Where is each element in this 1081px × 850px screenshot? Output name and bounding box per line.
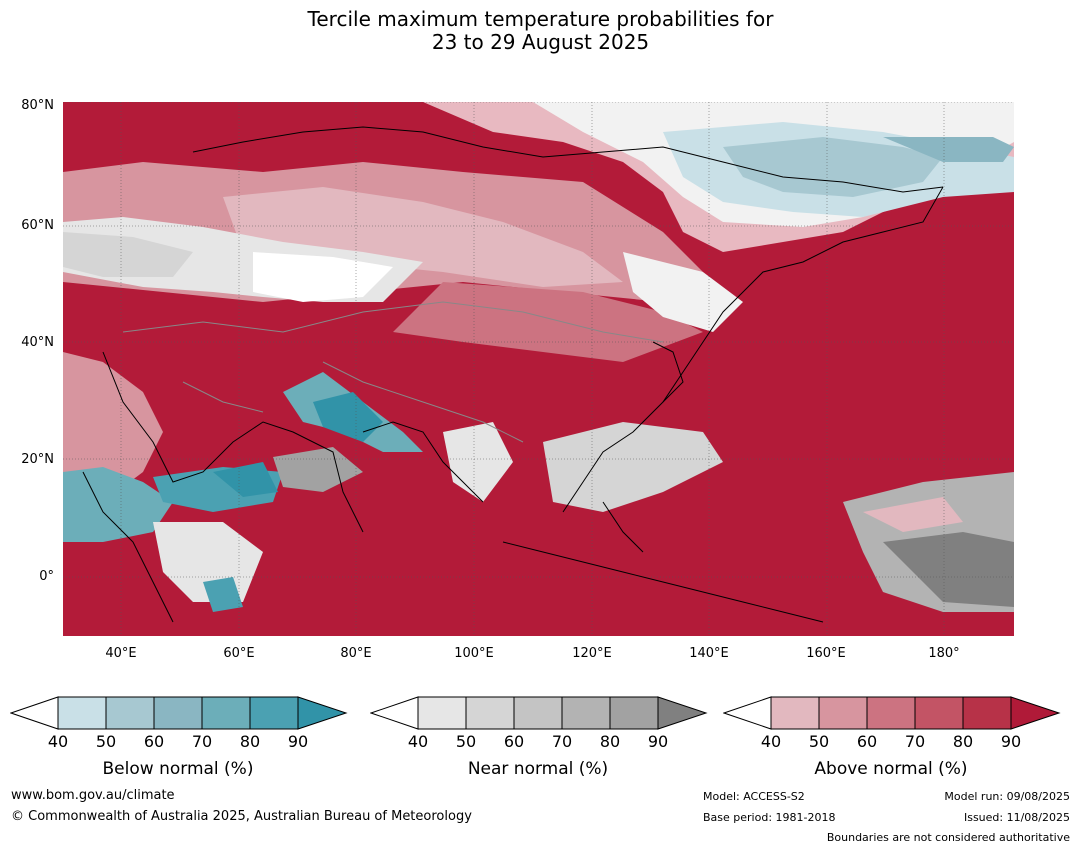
lat-label-60n: 60°N [21,218,54,233]
colorbar-above-swatch-2 [818,696,868,730]
lon-label-140e: 140°E [689,646,729,661]
graticule [63,101,1014,636]
region-below-horn-africa [63,467,173,542]
lon-label-120e: 120°E [572,646,612,661]
tick: 80 [952,732,974,751]
lon-label-180: 180° [928,646,960,661]
colorbar-below-title: Below normal (%) [102,759,254,779]
colorbar-below-swatch-3 [153,696,203,730]
website-link[interactable]: www.bom.gov.au/climate [11,788,175,803]
lon-label-160e: 160°E [806,646,846,661]
colorbar-below-min-arrow [10,696,59,730]
lon-label-60e: 60°E [223,646,255,661]
title-line-2: 23 to 29 August 2025 [431,30,650,54]
colorbar-near-min-arrow [370,696,419,730]
colorbar-near-swatch-5 [609,696,659,730]
region-near-caspian [63,232,193,277]
region-light-above-pacific [863,497,963,532]
colorbar-above-title: Above normal (%) [814,759,968,779]
colorbar-above-max-arrow [1010,696,1061,730]
title-line-1: Tercile maximum temperature probabilitie… [307,7,774,31]
colorbar-above-swatch-1 [770,696,820,730]
tick: 50 [95,732,117,751]
colorbar-near-max-arrow [657,696,708,730]
region-below-india-core [313,392,383,442]
tick: 70 [191,732,213,751]
probability-map [63,101,1014,636]
borders [122,301,664,443]
tick: 50 [808,732,830,751]
colorbar-below-swatch-4 [201,696,251,730]
colorbar-near-swatch-1 [417,696,467,730]
model-run-date: Model run: 09/08/2025 [944,790,1070,803]
tick: 40 [760,732,782,751]
copyright: © Commonwealth of Australia 2025, Austra… [11,809,472,824]
colorbar-below-swatch-5 [249,696,299,730]
colorbar-above [723,696,1061,730]
colorbar-above-swatch-4 [914,696,964,730]
tick: 50 [455,732,477,751]
colorbar-above-swatch-5 [962,696,1012,730]
colorbar-below-swatch-2 [105,696,155,730]
region-below-indian-ocean [203,577,243,612]
tick: 70 [904,732,926,751]
tick: 40 [47,732,69,751]
region-light-above-eurasia [223,187,623,287]
region-white-central-asia [253,252,393,302]
lat-label-0: 0° [39,569,54,584]
tick: 40 [407,732,429,751]
colorbar-below-max-arrow [297,696,348,730]
tick: 90 [1000,732,1022,751]
lat-label-40n: 40°N [21,335,54,350]
map-title: Tercile maximum temperature probabilitie… [0,8,1081,54]
region-near-manchuria [623,252,743,332]
tick: 90 [647,732,669,751]
colorbar-near-swatch-2 [465,696,515,730]
issued-date: Issued: 11/08/2025 [963,811,1070,824]
colorbar-below [10,696,348,730]
tick: 60 [503,732,525,751]
colorbar-near-title: Near normal (%) [467,759,609,779]
tick: 80 [239,732,261,751]
colorbar-near [370,696,708,730]
colorbar-below-swatch-1 [57,696,107,730]
tick: 90 [287,732,309,751]
lon-label-80e: 80°E [340,646,372,661]
region-near-pacific-core [883,532,1014,607]
tick: 80 [599,732,621,751]
lat-label-20n: 20°N [21,452,54,467]
coastlines [82,126,944,623]
tick: 60 [143,732,165,751]
region-below-arabian-core [213,462,278,497]
map-svg [63,101,1014,636]
tick: 70 [551,732,573,751]
region-below-siberia-core [723,137,943,197]
colorbar-near-swatch-3 [513,696,563,730]
region-below-northeast [883,137,1014,162]
boundaries-disclaimer: Boundaries are not considered authoritat… [826,831,1070,844]
region-above-mongolia [393,282,703,362]
colorbar-near-swatch-4 [561,696,611,730]
region-near-south-china-sea [543,422,723,512]
lon-label-40e: 40°E [105,646,137,661]
colorbar-above-min-arrow [723,696,772,730]
region-near-indian-ocean [153,522,263,602]
region-near-indochina [443,422,513,502]
lat-label-80n: 80°N [21,98,54,113]
model-name: Model: ACCESS-S2 [703,790,805,803]
colorbar-above-swatch-3 [866,696,916,730]
lon-label-100e: 100°E [454,646,494,661]
tick: 60 [856,732,878,751]
base-period: Base period: 1981-2018 [703,811,836,824]
